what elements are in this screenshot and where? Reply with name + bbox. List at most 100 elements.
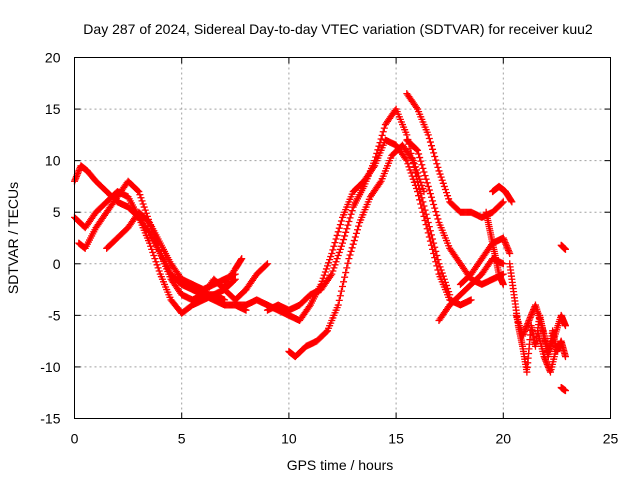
data-point	[331, 239, 339, 247]
data-point	[432, 247, 440, 255]
data-point	[345, 217, 353, 225]
data-point	[444, 192, 452, 200]
x-tick-label: 20	[496, 431, 512, 447]
data-point	[141, 206, 149, 214]
data-point	[561, 387, 569, 395]
data-point	[150, 252, 158, 260]
chart-title: Day 287 of 2024, Sidereal Day-to-day VTE…	[83, 21, 593, 37]
data-point	[403, 157, 411, 165]
data-point	[424, 131, 432, 139]
data-point	[421, 172, 429, 180]
data-point	[419, 198, 427, 206]
grid	[74, 57, 611, 419]
data-point	[334, 301, 342, 309]
data-point	[437, 266, 445, 274]
data-point	[336, 245, 344, 253]
data-point	[412, 145, 420, 153]
data-point	[152, 258, 160, 266]
data-point	[433, 252, 441, 260]
data-point	[349, 240, 357, 248]
data-point	[419, 164, 427, 172]
data-point	[422, 210, 430, 218]
data-point	[419, 184, 427, 192]
data-point	[352, 229, 360, 237]
data-point	[499, 198, 507, 206]
data-point	[330, 242, 338, 250]
data-point	[424, 219, 432, 227]
data-point	[137, 194, 145, 202]
data-point	[332, 258, 340, 266]
data-point	[322, 328, 330, 336]
data-point	[441, 278, 449, 286]
data-point	[344, 259, 352, 267]
x-tick-label: 25	[603, 431, 619, 447]
data-point	[498, 199, 506, 207]
data-point	[409, 157, 417, 165]
data-point	[329, 267, 337, 275]
data-point	[263, 260, 271, 268]
data-point	[339, 282, 346, 290]
data-point	[378, 131, 386, 139]
data-point	[420, 202, 428, 210]
data-point	[404, 160, 412, 168]
data-point	[445, 288, 453, 296]
data-point	[417, 178, 425, 186]
data-point	[431, 153, 439, 161]
x-tick-label: 10	[281, 431, 297, 447]
data-point	[439, 179, 447, 187]
plot-frame	[74, 57, 611, 419]
data-point	[467, 296, 475, 304]
y-tick-label: -10	[40, 359, 60, 375]
data-point	[147, 242, 155, 250]
data-point	[433, 160, 441, 168]
data-point	[154, 264, 162, 272]
data-point	[335, 248, 343, 256]
data-point	[325, 259, 333, 267]
data-point	[334, 252, 342, 260]
data-point	[435, 260, 443, 268]
data-point	[238, 255, 246, 263]
data-point	[433, 211, 441, 219]
series-arc-18	[512, 301, 569, 355]
data-point	[444, 285, 452, 293]
series-arc-15	[489, 182, 516, 206]
data-point	[347, 247, 355, 255]
data-point	[442, 189, 450, 197]
data-point	[333, 231, 341, 239]
data-point	[416, 186, 424, 194]
data-point	[376, 179, 384, 187]
data-point	[420, 168, 428, 176]
series-arc-7	[242, 260, 271, 294]
data-point	[420, 188, 428, 196]
data-point	[321, 268, 329, 276]
data-point	[334, 228, 342, 236]
data-point	[434, 163, 442, 171]
data-point	[427, 231, 435, 239]
series-arc-5	[188, 275, 250, 309]
data-point	[411, 163, 419, 171]
data-point	[148, 245, 156, 253]
data-point	[323, 262, 331, 270]
data-point	[155, 246, 163, 254]
data-point	[354, 226, 362, 234]
data-point	[430, 149, 438, 157]
data-point	[337, 287, 345, 295]
data-point	[438, 269, 446, 277]
data-point	[434, 256, 442, 264]
data-point	[346, 251, 354, 259]
x-axis-label: GPS time / hours	[287, 457, 394, 473]
data-point	[416, 154, 424, 162]
data-point	[432, 156, 440, 164]
data-point	[350, 237, 358, 245]
data-point	[327, 272, 335, 280]
series-arc-13	[435, 255, 507, 325]
data-point	[506, 249, 514, 257]
data-point	[341, 232, 349, 240]
x-tick-label: 5	[178, 431, 186, 447]
data-point	[408, 155, 416, 163]
data-points	[71, 90, 569, 395]
data-point	[351, 233, 359, 241]
data-point	[136, 191, 144, 199]
data-point	[429, 145, 437, 153]
data-point	[335, 224, 343, 232]
